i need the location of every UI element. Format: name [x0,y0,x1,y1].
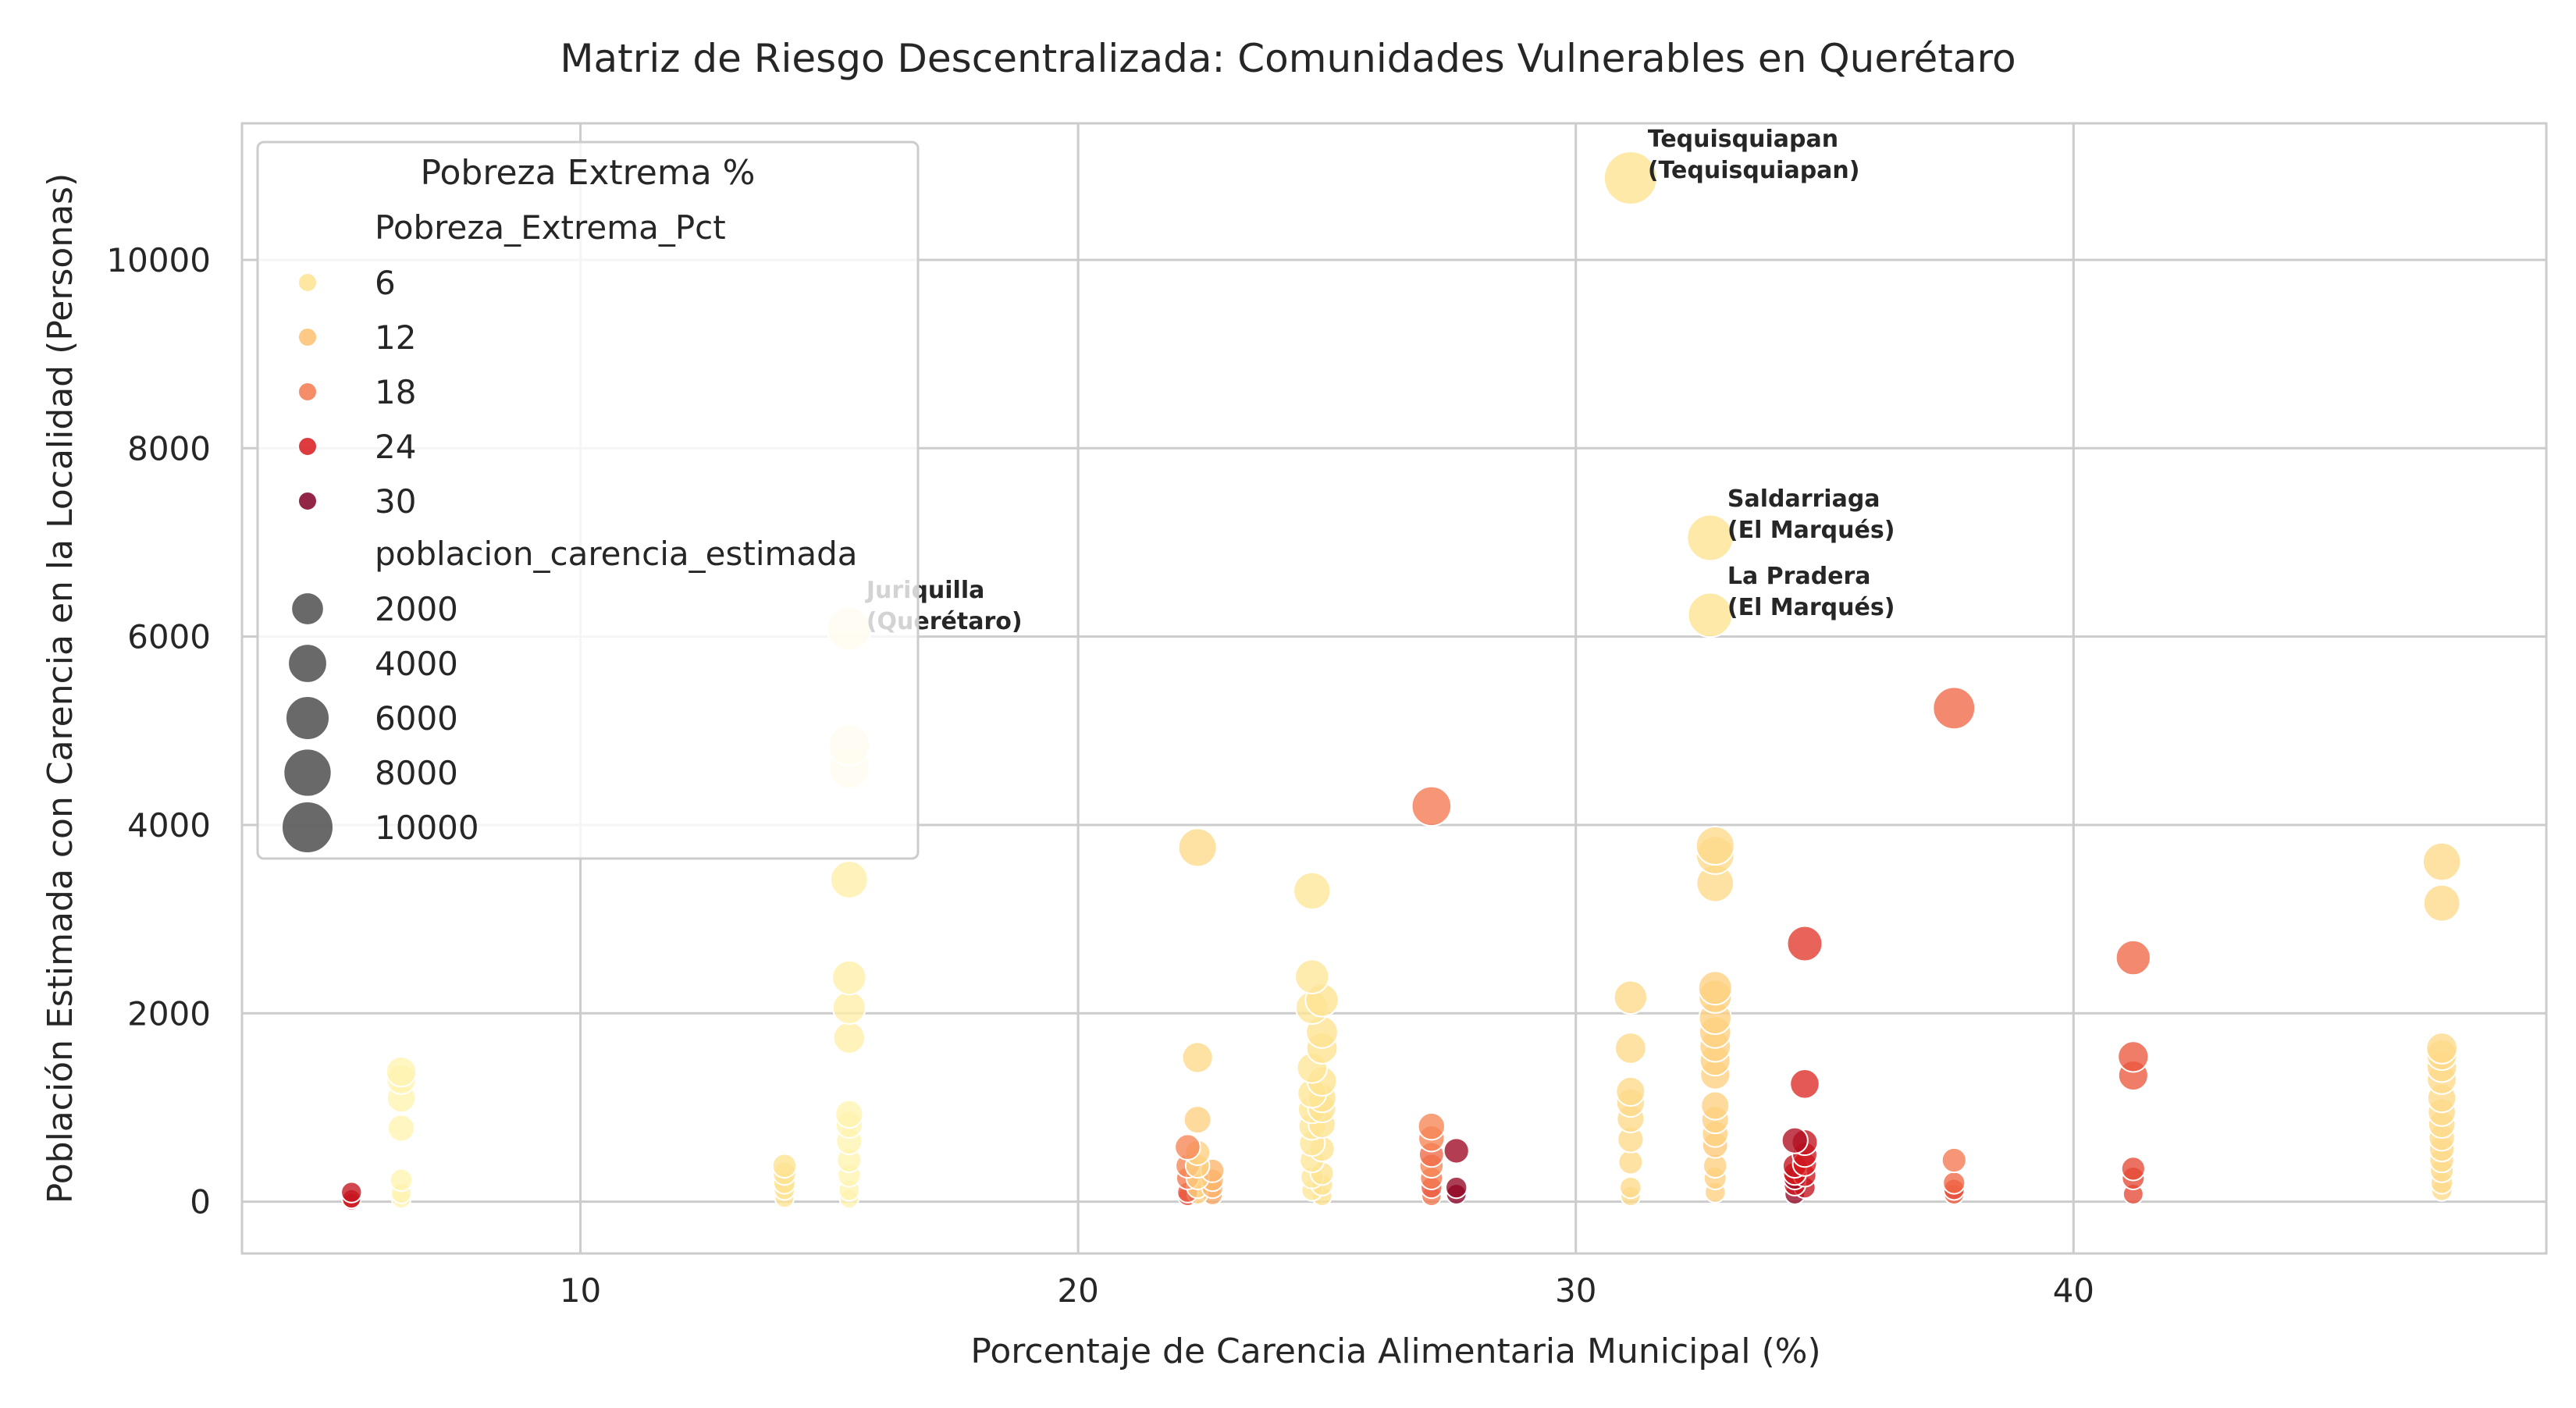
legend-size-label: 8000 [375,754,458,792]
data-point [385,1055,418,1088]
legend-hue-label: 18 [375,373,416,411]
annotation-line: Saldarriaga [1727,485,1880,513]
annotation-line: (El Marqués) [1727,594,1895,621]
data-point [834,1099,864,1129]
data-point [1603,151,1658,205]
data-point [1614,1032,1647,1065]
x-tick-label: 10 [560,1271,601,1310]
data-point [1294,958,1330,994]
data-point [1174,1133,1201,1161]
data-point [1445,1175,1468,1200]
legend: Pobreza Extrema % Pobreza_Extrema_Pct 6 1… [256,140,920,860]
chart-title: Matriz de Riesgo Descentralizada: Comuni… [560,36,2016,81]
data-point [1615,1076,1646,1107]
data-point [1411,785,1453,827]
data-point [2115,939,2152,976]
x-tick-labels: 10 20 30 40 [560,1271,2094,1310]
data-point [1786,925,1823,962]
plot-frame [240,122,2548,1255]
x-tick-label: 30 [1555,1271,1596,1310]
y-tick-label: 6000 [127,618,211,656]
y-tick-label: 2000 [127,994,211,1033]
legend-size-label: 2000 [375,590,458,628]
legend-hue-marker [297,491,318,511]
data-point [1181,1041,1214,1074]
data-point [2120,1156,2146,1182]
data-point [2117,1040,2150,1073]
legend-size-marker [281,801,334,854]
legend-box [256,140,920,860]
annotation-line: La Pradera [1727,563,1871,590]
data-point [1613,980,1649,1015]
data-point [340,1181,363,1204]
y-tick-label: 4000 [127,806,211,844]
legend-size-label: 6000 [375,699,458,738]
data-point [1789,1068,1820,1100]
legend-hue-label: 30 [375,482,416,521]
point-annotation: Tequisquiapan (Tequisquiapan) [1648,126,1860,184]
data-point [1781,1126,1809,1154]
annotation-line: (Tequisquiapan) [1648,157,1860,184]
data-point [1686,514,1735,562]
legend-hue-marker [297,327,318,347]
data-point [829,860,869,899]
data-point [1619,1175,1642,1200]
legend-size-marker [283,748,333,798]
legend-hue-marker [297,382,318,402]
data-point [1177,827,1218,868]
data-point [2421,841,2462,882]
point-annotation: La Pradera (El Marqués) [1727,563,1895,621]
x-tick-label: 40 [2053,1271,2094,1310]
legend-hue-title: Pobreza_Extrema_Pct [375,208,726,247]
data-point [1697,970,1733,1006]
legend-hue-marker [297,436,318,457]
data-point [1687,592,1734,638]
data-point [1293,871,1332,911]
data-points [340,151,2462,1211]
data-point [1695,825,1735,866]
legend-hue-entries: 6 12 18 24 30 [297,264,416,521]
data-point [2425,1032,2458,1065]
data-point [1700,1090,1731,1121]
data-point [771,1153,798,1179]
y-tick-label: 0 [190,1183,211,1221]
x-tick-label: 20 [1057,1271,1098,1310]
data-point [1443,1137,1470,1164]
data-point [2422,884,2461,923]
legend-size-entries: 2000 4000 6000 8000 10000 [281,590,479,854]
legend-size-marker [287,643,328,684]
data-point [386,1114,416,1143]
data-point [1183,1105,1212,1135]
legend-hue-label: 6 [375,264,396,302]
data-point [1417,1111,1446,1141]
data-point [1941,1147,1967,1174]
data-point [831,959,867,996]
legend-hue-marker [297,272,318,293]
legend-hue-label: 24 [375,428,416,466]
legend-size-title: poblacion_carencia_estimada [375,535,858,573]
data-point [1932,686,1976,731]
legend-hue-label: 12 [375,318,416,357]
point-annotation: Saldarriaga (El Marqués) [1727,485,1895,544]
legend-size-marker [290,592,325,626]
x-axis-label: Porcentaje de Carencia Alimentaria Munic… [970,1332,1820,1371]
data-point [1617,1149,1644,1175]
legend-size-marker [284,695,331,741]
y-tick-labels: 0 2000 4000 6000 8000 10000 [106,241,211,1221]
data-point [1942,1171,1966,1195]
annotation-line: Tequisquiapan [1648,126,1838,153]
legend-size-label: 4000 [375,645,458,683]
data-point [832,1021,866,1054]
annotation-line: (El Marqués) [1727,517,1895,544]
legend-title: Pobreza Extrema % [421,153,756,193]
data-point [389,1168,414,1193]
y-tick-label: 10000 [106,241,211,279]
y-axis-label: Población Estimada con Carencia en la Lo… [41,173,80,1204]
data-point [831,990,866,1026]
legend-size-label: 10000 [375,809,479,847]
y-tick-label: 8000 [127,429,211,468]
